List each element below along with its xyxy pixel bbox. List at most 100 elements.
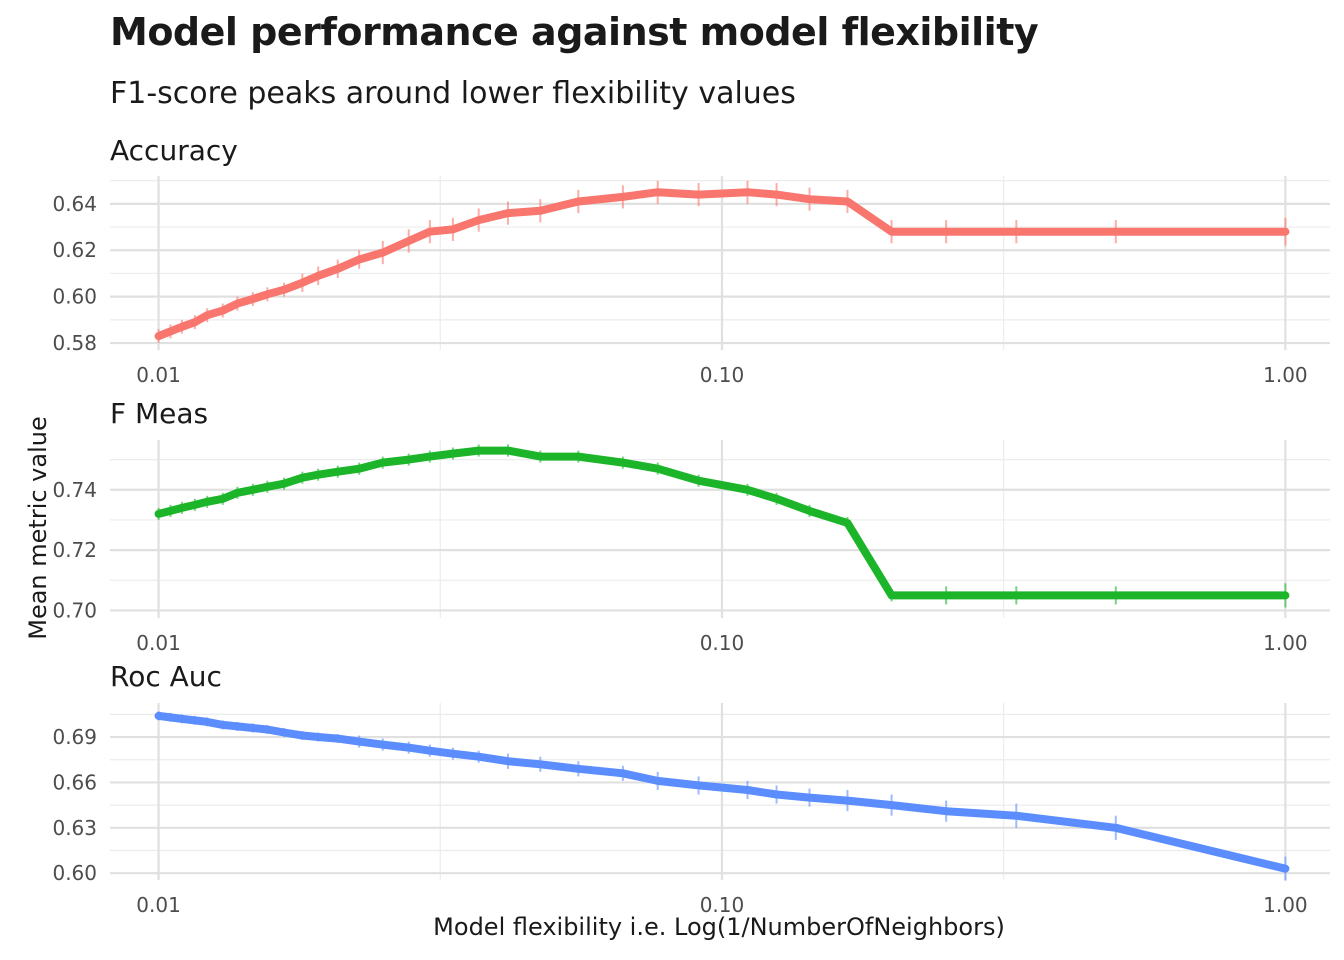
data-point bbox=[450, 227, 455, 232]
data-point bbox=[179, 505, 184, 510]
chart-subtitle: F1-score peaks around lower flexibility … bbox=[110, 76, 796, 111]
data-point bbox=[889, 229, 894, 234]
data-point bbox=[1113, 825, 1118, 830]
x-tick-label: 1.00 bbox=[1263, 363, 1308, 387]
data-point bbox=[300, 475, 305, 480]
data-point bbox=[505, 759, 510, 764]
data-point bbox=[300, 733, 305, 738]
data-point bbox=[889, 593, 894, 598]
data-point bbox=[774, 792, 779, 797]
data-point bbox=[655, 190, 660, 195]
data-point bbox=[357, 739, 362, 744]
data-point bbox=[300, 280, 305, 285]
data-point bbox=[1113, 593, 1118, 598]
series-line-f-meas bbox=[154, 446, 1290, 600]
data-point bbox=[944, 229, 949, 234]
data-point bbox=[774, 192, 779, 197]
data-point bbox=[156, 334, 161, 339]
data-point bbox=[250, 487, 255, 492]
data-point bbox=[476, 754, 481, 759]
series-line-accuracy bbox=[154, 188, 1290, 341]
data-point bbox=[1283, 593, 1288, 598]
data-point bbox=[807, 795, 812, 800]
y-tick-label: 0.63 bbox=[52, 816, 97, 840]
data-point bbox=[168, 715, 173, 720]
x-tick-label: 0.10 bbox=[700, 893, 745, 917]
data-point bbox=[282, 730, 287, 735]
y-tick-label: 0.62 bbox=[52, 238, 97, 262]
data-point bbox=[235, 724, 240, 729]
data-point bbox=[406, 238, 411, 243]
data-point bbox=[357, 466, 362, 471]
data-point bbox=[1014, 593, 1019, 598]
data-point bbox=[505, 211, 510, 216]
data-point bbox=[538, 762, 543, 767]
data-point bbox=[179, 324, 184, 329]
data-point bbox=[220, 496, 225, 501]
data-point bbox=[156, 511, 161, 516]
y-tick-label: 0.70 bbox=[52, 598, 97, 622]
data-point bbox=[576, 199, 581, 204]
data-point bbox=[282, 481, 287, 486]
data-point bbox=[476, 218, 481, 223]
data-point bbox=[357, 257, 362, 262]
data-point bbox=[168, 329, 173, 334]
data-point bbox=[192, 718, 197, 723]
data-point bbox=[538, 208, 543, 213]
x-tick-label: 0.01 bbox=[136, 363, 181, 387]
data-point bbox=[620, 460, 625, 465]
data-point bbox=[696, 783, 701, 788]
data-point bbox=[655, 466, 660, 471]
data-point bbox=[696, 192, 701, 197]
data-point bbox=[1283, 229, 1288, 234]
data-point bbox=[380, 460, 385, 465]
data-point bbox=[220, 308, 225, 313]
panel-title-f-meas: F Meas bbox=[110, 397, 209, 430]
data-point bbox=[745, 787, 750, 792]
data-point bbox=[889, 803, 894, 808]
x-tick-label: 0.10 bbox=[700, 363, 745, 387]
data-point bbox=[250, 725, 255, 730]
data-point bbox=[944, 593, 949, 598]
y-tick-label: 0.60 bbox=[52, 285, 97, 309]
data-point bbox=[335, 469, 340, 474]
y-tick-label: 0.69 bbox=[52, 725, 97, 749]
data-point bbox=[427, 454, 432, 459]
data-point bbox=[845, 199, 850, 204]
data-point bbox=[205, 313, 210, 318]
chart-title: Model performance against model flexibil… bbox=[110, 10, 1039, 54]
y-tick-label: 0.60 bbox=[52, 861, 97, 885]
data-point bbox=[476, 448, 481, 453]
data-point bbox=[282, 287, 287, 292]
data-point bbox=[745, 487, 750, 492]
data-point bbox=[192, 320, 197, 325]
data-point bbox=[316, 472, 321, 477]
data-point bbox=[655, 778, 660, 783]
data-point bbox=[576, 766, 581, 771]
data-point bbox=[620, 771, 625, 776]
data-point bbox=[335, 736, 340, 741]
data-point bbox=[1014, 813, 1019, 818]
y-tick-label: 0.74 bbox=[52, 478, 97, 502]
data-point bbox=[380, 742, 385, 747]
series-line-roc-auc bbox=[154, 711, 1290, 873]
data-point bbox=[1014, 229, 1019, 234]
data-point bbox=[1283, 866, 1288, 871]
x-tick-label: 1.00 bbox=[1263, 893, 1308, 917]
y-tick-label: 0.64 bbox=[52, 192, 97, 216]
data-point bbox=[205, 499, 210, 504]
data-point bbox=[696, 478, 701, 483]
data-point bbox=[745, 190, 750, 195]
data-point bbox=[205, 719, 210, 724]
data-point bbox=[845, 520, 850, 525]
data-point bbox=[406, 457, 411, 462]
data-point bbox=[192, 502, 197, 507]
x-axis-label: Model flexibility i.e. Log(1/NumberOfNei… bbox=[433, 913, 1005, 941]
data-point bbox=[427, 748, 432, 753]
data-point bbox=[235, 490, 240, 495]
x-tick-label: 0.10 bbox=[700, 631, 745, 655]
data-point bbox=[620, 194, 625, 199]
data-point bbox=[316, 735, 321, 740]
data-point bbox=[427, 229, 432, 234]
